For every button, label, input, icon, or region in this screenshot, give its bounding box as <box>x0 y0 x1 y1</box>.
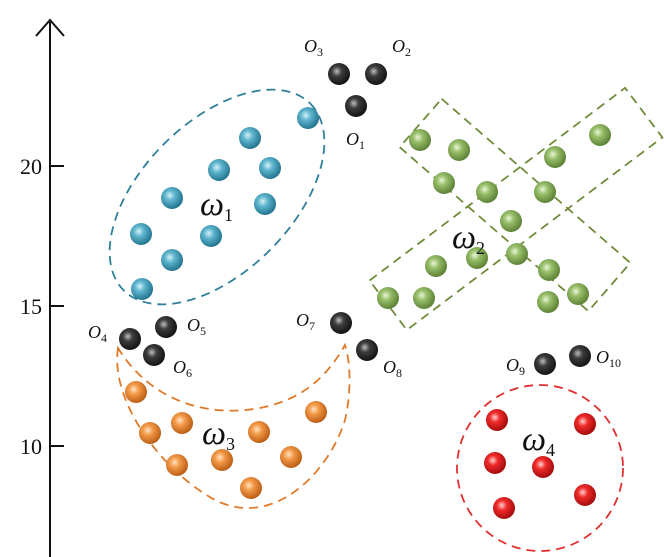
omega2-symbol: ω <box>452 219 476 256</box>
omega1-point-7 <box>130 223 152 245</box>
omega1-point-6 <box>254 193 276 215</box>
omega2-point-13 <box>377 287 399 309</box>
omega1-symbol: ω <box>200 186 224 223</box>
omega4-point-4 <box>532 456 554 478</box>
outlier-label-o7: O7 <box>296 310 315 333</box>
omega2-point-15 <box>537 291 559 313</box>
omega3-point-2 <box>139 422 161 444</box>
omega2-point-10 <box>466 247 488 269</box>
outlier-label-o10: O10 <box>596 347 621 370</box>
outlier-point-o1 <box>345 95 367 117</box>
omega4-subscript: 4 <box>546 440 555 460</box>
omega3-symbol: ω <box>202 415 226 452</box>
outlier-point-o5 <box>155 316 177 338</box>
omega3-point-3 <box>171 412 193 434</box>
omega3-point-7 <box>211 449 233 471</box>
y-axis-arrow-icon <box>35 18 65 37</box>
omega1-point-2 <box>239 127 261 149</box>
omega4-symbol: ω <box>522 421 546 458</box>
outlier-point-o4 <box>119 328 141 350</box>
outlier-point-o6 <box>143 344 165 366</box>
y-tick-label-10: 10 <box>20 434 42 459</box>
outlier-point-o2 <box>365 63 387 85</box>
omega2-point-5 <box>544 146 566 168</box>
omega1-subscript: 1 <box>224 205 233 225</box>
outlier-point-o8 <box>356 339 378 361</box>
outlier-point-o7 <box>330 312 352 334</box>
outlier-label-o9: O9 <box>506 355 525 378</box>
omega2-point-11 <box>506 243 528 265</box>
y-tick-label-20: 20 <box>20 154 42 179</box>
outlier-labels: O1 O2 O3 O4 O5 O6 O7 O8 O9 O10 <box>88 36 621 380</box>
outlier-label-o4: O4 <box>88 322 107 345</box>
omega1-label: ω1 <box>200 186 233 225</box>
omega2-boundary-band-a <box>398 97 632 313</box>
omega2-subscript: 2 <box>476 238 485 258</box>
omega3-point-9 <box>240 477 262 499</box>
omega4-point-1 <box>486 409 508 431</box>
omega3-point-5 <box>248 421 270 443</box>
omega1-point-10 <box>131 278 153 300</box>
omega2-point-6 <box>589 124 611 146</box>
omega1-point-9 <box>161 249 183 271</box>
y-tick-label-15: 15 <box>20 294 42 319</box>
omega1-point-8 <box>200 225 222 247</box>
omega1-boundary <box>108 88 326 306</box>
omega2-point-4 <box>476 181 498 203</box>
outlier-label-o8: O8 <box>383 357 402 380</box>
outlier-label-o6: O6 <box>173 357 192 380</box>
omega1-point-3 <box>208 159 230 181</box>
omega2-point-8 <box>500 210 522 232</box>
outlier-label-o2: O2 <box>392 36 411 59</box>
outlier-label-o5: O5 <box>187 315 206 338</box>
omega2-point-16 <box>567 283 589 305</box>
outlier-point-o9 <box>534 353 556 375</box>
omega4-label: ω4 <box>522 421 555 460</box>
points-layer <box>119 63 611 519</box>
omega2-point-2 <box>448 139 470 161</box>
omega2-point-12 <box>538 259 560 281</box>
omega3-point-1 <box>125 381 147 403</box>
outlier-label-o3: O3 <box>304 36 323 59</box>
omega3-point-6 <box>280 446 302 468</box>
outlier-point-o3 <box>328 63 350 85</box>
omega2-point-3 <box>433 172 455 194</box>
omega2-label: ω2 <box>452 219 485 258</box>
omega3-subscript: 3 <box>226 434 235 454</box>
omega1-point-5 <box>161 187 183 209</box>
omega3-point-8 <box>166 454 188 476</box>
omega2-point-14 <box>413 287 435 309</box>
omega2-point-1 <box>409 129 431 151</box>
omega2-point-7 <box>534 181 556 203</box>
omega4-boundary <box>456 384 624 552</box>
y-axis: 20 15 10 <box>20 18 65 557</box>
omega1-point-4 <box>259 157 281 179</box>
omega1-point-1 <box>297 107 319 129</box>
omega4-point-2 <box>574 413 596 435</box>
outlier-label-o1: O1 <box>346 129 365 152</box>
omega3-point-4 <box>305 401 327 423</box>
omega2-boundary-band-b <box>368 86 664 332</box>
cluster-labels: ω1 ω2 ω3 ω4 <box>200 186 555 460</box>
omega2-point-9 <box>425 255 447 277</box>
omega4-point-3 <box>484 452 506 474</box>
omega3-label: ω3 <box>202 415 235 454</box>
omega4-point-6 <box>574 484 596 506</box>
outlier-point-o10 <box>569 345 591 367</box>
omega4-point-5 <box>493 497 515 519</box>
